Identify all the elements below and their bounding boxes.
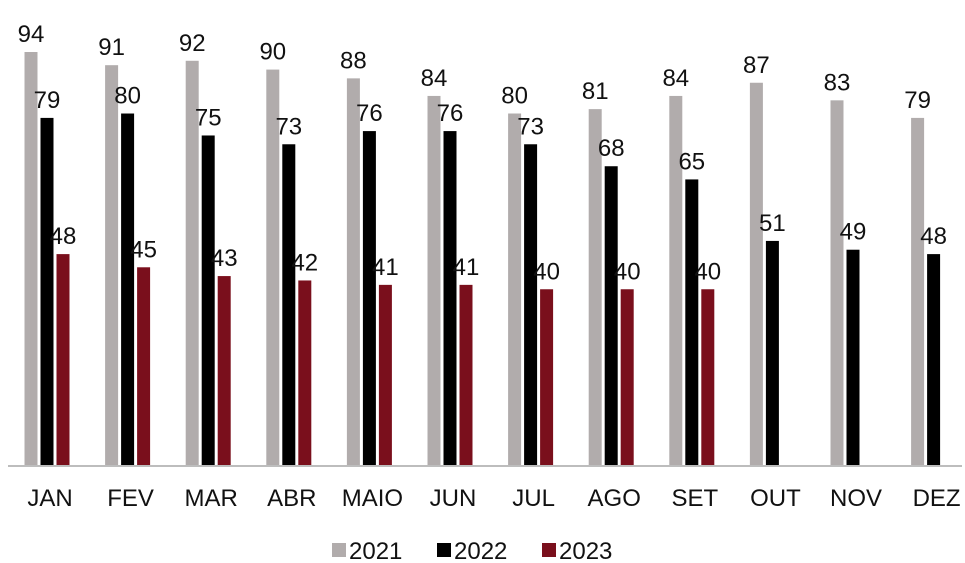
- data-label-2023-mar: 43: [211, 245, 238, 272]
- data-label-2021-out: 87: [743, 52, 770, 79]
- x-tick-label-out: OUT: [750, 485, 801, 512]
- data-label-2022-fev: 80: [114, 83, 141, 110]
- bar-2023-mar: [217, 276, 231, 465]
- bar-2022-fev: [121, 113, 135, 466]
- bar-2021-dez: [911, 117, 925, 465]
- data-label-2021-nov: 83: [824, 69, 851, 96]
- x-tick-label-mar: MAR: [185, 485, 238, 512]
- bar-2022-jun: [443, 131, 457, 465]
- bar-2022-jan: [40, 117, 54, 465]
- data-label-2022-jun: 76: [437, 100, 464, 127]
- bar-2023-fev: [137, 267, 151, 465]
- bar-2023-jul: [540, 289, 554, 465]
- data-label-2022-dez: 48: [920, 223, 947, 250]
- x-tick-label-nov: NOV: [830, 485, 882, 512]
- x-tick-label-ago: AGO: [588, 485, 641, 512]
- bar-2023-abr: [298, 280, 312, 465]
- bar-2022-set: [685, 179, 699, 465]
- x-tick-label-jun: JUN: [430, 485, 477, 512]
- data-label-2022-jan: 79: [34, 87, 61, 114]
- bar-2023-set: [701, 289, 715, 465]
- data-label-2021-fev: 91: [98, 34, 125, 61]
- x-tick-label-set: SET: [671, 485, 718, 512]
- legend-swatch-2022: [437, 543, 451, 557]
- bar-2021-out: [749, 82, 763, 466]
- legend: 2021 2022 2023: [332, 538, 612, 563]
- data-label-2022-out: 51: [759, 210, 786, 237]
- data-label-2021-jul: 80: [501, 83, 528, 110]
- bar-2021-maio: [346, 78, 360, 466]
- bar-2021-jan: [24, 52, 38, 465]
- bar-2022-jul: [524, 144, 538, 465]
- bar-2021-nov: [830, 100, 844, 466]
- x-tick-label-fev: FEV: [107, 485, 154, 512]
- data-label-2022-nov: 49: [840, 219, 867, 246]
- data-label-2022-abr: 73: [275, 113, 302, 140]
- legend-swatch-2023: [542, 543, 556, 557]
- x-tick-label-jul: JUL: [512, 485, 555, 512]
- data-label-2023-abr: 42: [291, 249, 318, 276]
- bar-2023-maio: [378, 284, 392, 465]
- x-tick-label-jan: JAN: [27, 485, 72, 512]
- legend-label-2023: 2023: [559, 538, 612, 563]
- data-label-2021-dez: 79: [904, 87, 931, 114]
- data-label-2022-maio: 76: [356, 100, 383, 127]
- legend-swatch-2021: [332, 543, 346, 557]
- data-label-2023-maio: 41: [372, 254, 399, 281]
- x-tick-label-abr: ABR: [267, 485, 316, 512]
- bar-2023-jan: [56, 254, 70, 465]
- x-tick-label-maio: MAIO: [342, 485, 403, 512]
- bar-2022-ago: [604, 166, 618, 465]
- bar-2021-abr: [266, 69, 280, 466]
- data-label-2023-jun: 41: [453, 254, 480, 281]
- bar-2021-jul: [508, 113, 522, 466]
- data-label-2022-jul: 73: [517, 113, 544, 140]
- bar-2021-ago: [588, 109, 602, 466]
- data-label-2021-set: 84: [662, 65, 689, 92]
- x-tick-label-dez: DEZ: [913, 485, 961, 512]
- x-tick-labels-layer: JAN FEV MAR ABR MAIO JUN JUL AGO SET OUT NOV DEZ: [27, 485, 960, 512]
- data-label-2022-ago: 68: [598, 135, 625, 162]
- bar-2022-abr: [282, 144, 296, 465]
- data-label-2021-jan: 94: [18, 21, 45, 48]
- data-label-2023-jan: 48: [50, 223, 77, 250]
- bar-2022-nov: [846, 249, 860, 465]
- bar-2023-jun: [459, 284, 473, 465]
- data-label-2022-set: 65: [678, 148, 705, 175]
- data-label-2021-abr: 90: [259, 39, 286, 66]
- data-label-2023-set: 40: [694, 258, 721, 285]
- bar-2021-jun: [427, 95, 441, 466]
- data-label-2021-jun: 84: [421, 65, 448, 92]
- legend-label-2022: 2022: [454, 538, 507, 563]
- bars-layer: [24, 52, 941, 466]
- data-labels-layer: 94 79 48 91 80 45 92 75 43 90 73 42 88 76 41 84 76 41 80 73…: [18, 21, 947, 285]
- data-label-2021-ago: 81: [582, 78, 609, 105]
- bar-2023-ago: [620, 289, 634, 465]
- bar-2021-mar: [185, 60, 199, 466]
- data-label-2022-mar: 75: [195, 104, 222, 131]
- bar-2022-mar: [201, 135, 215, 465]
- bar-2021-set: [669, 95, 683, 466]
- legend-label-2021: 2021: [349, 538, 402, 563]
- data-label-2021-maio: 88: [340, 47, 367, 74]
- bar-2022-maio: [362, 131, 376, 465]
- data-label-2023-jul: 40: [533, 258, 560, 285]
- data-label-2023-ago: 40: [614, 258, 641, 285]
- data-label-2021-mar: 92: [179, 30, 206, 57]
- bar-2021-fev: [105, 65, 119, 466]
- bar-2022-dez: [927, 254, 941, 465]
- data-label-2023-fev: 45: [130, 236, 157, 263]
- bar-2022-out: [765, 240, 779, 465]
